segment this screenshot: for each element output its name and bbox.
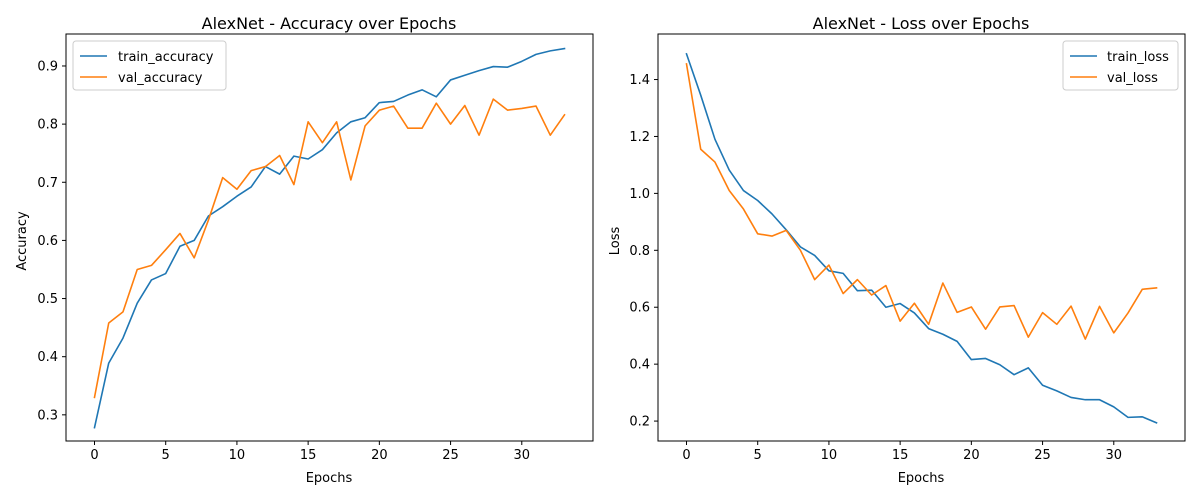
y-tick-label: 0.6 <box>629 301 650 316</box>
x-tick-label: 0 <box>682 448 690 463</box>
y-tick-label: 0.2 <box>629 415 650 430</box>
x-tick-label: 30 <box>514 448 531 463</box>
x-tick-label: 5 <box>754 448 762 463</box>
x-tick-label: 15 <box>892 448 909 463</box>
series-line-train-loss <box>685 52 1158 424</box>
x-tick-label: 10 <box>229 448 246 463</box>
y-ticks: 0.2 0.4 0.6 0.8 1.0 1.2 1.4 <box>629 73 658 430</box>
y-tick-label: 0.6 <box>37 234 58 249</box>
x-ticks: 0 5 10 15 20 25 30 <box>682 441 1122 463</box>
series-line-val-loss <box>685 62 1158 340</box>
legend-label-val-accuracy: val_accuracy <box>118 71 203 86</box>
legend-label-train-accuracy: train_accuracy <box>118 50 214 65</box>
y-tick-label: 1.0 <box>629 187 650 202</box>
x-tick-label: 25 <box>442 448 459 463</box>
y-axis-label: Accuracy <box>15 211 30 271</box>
y-ticks: 0.3 0.4 0.5 0.6 0.7 0.8 0.9 <box>37 59 66 423</box>
y-tick-label: 0.7 <box>37 176 58 191</box>
legend-label-train-loss: train_loss <box>1107 50 1169 65</box>
accuracy-chart: AlexNet - Accuracy over Epochs Epochs Ac… <box>15 14 594 486</box>
x-axis-label: Epochs <box>898 471 945 486</box>
chart-title: AlexNet - Accuracy over Epochs <box>202 14 457 33</box>
x-tick-label: 20 <box>963 448 980 463</box>
loss-chart: AlexNet - Loss over Epochs Epochs Loss 0… <box>608 14 1186 486</box>
series-line-train-accuracy <box>93 47 566 429</box>
x-tick-label: 15 <box>300 448 317 463</box>
x-ticks: 0 5 10 15 20 25 30 <box>90 441 530 463</box>
chart-title: AlexNet - Loss over Epochs <box>813 14 1030 33</box>
x-tick-label: 25 <box>1034 448 1051 463</box>
y-tick-label: 0.3 <box>37 408 58 423</box>
y-tick-label: 0.5 <box>37 292 58 307</box>
y-axis-label: Loss <box>608 227 623 256</box>
plot-area <box>65 33 594 442</box>
legend: train_loss val_loss <box>1062 40 1179 91</box>
series-lines <box>685 52 1158 424</box>
y-tick-label: 0.9 <box>37 59 58 74</box>
x-tick-label: 5 <box>162 448 170 463</box>
legend-frame <box>72 40 227 91</box>
series-line-val-accuracy <box>93 98 566 399</box>
legend-label-val-loss: val_loss <box>1107 71 1158 86</box>
series-lines <box>93 47 566 429</box>
y-tick-label: 0.8 <box>37 118 58 133</box>
y-tick-label: 0.4 <box>37 350 58 365</box>
x-tick-label: 20 <box>371 448 388 463</box>
legend: train_accuracy val_accuracy <box>72 40 227 91</box>
y-tick-label: 0.4 <box>629 358 650 373</box>
y-tick-label: 1.4 <box>629 73 650 88</box>
y-tick-label: 0.8 <box>629 244 650 259</box>
x-tick-label: 0 <box>90 448 98 463</box>
x-axis-label: Epochs <box>306 471 353 486</box>
plot-area <box>657 33 1186 442</box>
x-tick-label: 10 <box>821 448 838 463</box>
y-tick-label: 1.2 <box>629 130 650 145</box>
x-tick-label: 30 <box>1106 448 1123 463</box>
